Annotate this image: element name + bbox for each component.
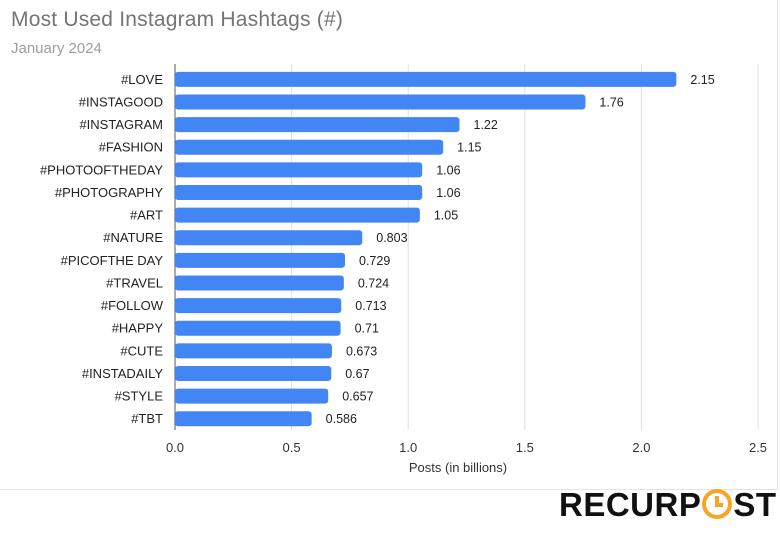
bar bbox=[175, 298, 342, 314]
category-label: #TBT bbox=[131, 411, 163, 426]
value-label: 0.586 bbox=[326, 412, 357, 426]
value-label: 2.15 bbox=[690, 73, 714, 87]
category-label: #ART bbox=[130, 208, 163, 223]
chart-title: Most Used Instagram Hashtags (#) bbox=[11, 8, 344, 31]
x-tick-label: 0.0 bbox=[166, 440, 184, 455]
bar bbox=[175, 411, 312, 427]
value-label: 1.06 bbox=[436, 163, 460, 177]
value-label: 0.729 bbox=[359, 254, 390, 268]
category-label: #PICOFTHE DAY bbox=[61, 253, 164, 268]
recurpost-logo: RECURP ST bbox=[559, 486, 777, 523]
bar bbox=[175, 71, 677, 87]
value-label: 0.673 bbox=[346, 344, 377, 358]
value-label: 0.71 bbox=[355, 322, 379, 336]
category-label: #STYLE bbox=[115, 389, 164, 404]
category-label: #LOVE bbox=[121, 72, 163, 87]
category-label: #INSTAGRAM bbox=[79, 117, 163, 132]
category-label: #INSTAGOOD bbox=[79, 94, 163, 109]
bar bbox=[175, 207, 420, 223]
x-tick-label: 1.5 bbox=[516, 440, 534, 455]
value-label: 1.22 bbox=[474, 118, 498, 132]
bar bbox=[175, 343, 332, 359]
value-label: 1.15 bbox=[457, 141, 481, 155]
value-label: 0.67 bbox=[345, 367, 369, 381]
category-label: #PHOTOGRAPHY bbox=[55, 185, 163, 200]
category-label: #CUTE bbox=[120, 343, 163, 358]
category-label: #FASHION bbox=[99, 140, 163, 155]
chart-subtitle: January 2024 bbox=[11, 40, 102, 57]
bar bbox=[175, 162, 423, 178]
value-label: 0.803 bbox=[376, 231, 407, 245]
x-tick-label: 2.0 bbox=[632, 440, 650, 455]
category-label: #INSTADAILY bbox=[82, 366, 163, 381]
bar bbox=[175, 139, 444, 155]
value-label: 0.657 bbox=[342, 390, 373, 404]
bar bbox=[175, 320, 341, 336]
bar bbox=[175, 117, 460, 133]
x-tick-label: 1.0 bbox=[399, 440, 417, 455]
value-label: 0.724 bbox=[358, 276, 389, 290]
category-label: #FOLLOW bbox=[101, 298, 164, 313]
category-label: #TRAVEL bbox=[106, 275, 163, 290]
value-label: 1.06 bbox=[436, 186, 460, 200]
clock-icon bbox=[702, 489, 733, 519]
category-label: #HAPPY bbox=[112, 321, 164, 336]
category-label: #NATURE bbox=[103, 230, 163, 245]
x-axis-label: Posts (in billions) bbox=[409, 460, 507, 475]
bar bbox=[175, 275, 344, 291]
category-label: #PHOTOOFTHEDAY bbox=[40, 162, 163, 177]
value-label: 1.76 bbox=[599, 95, 623, 109]
bar bbox=[175, 365, 332, 381]
bar bbox=[175, 230, 363, 246]
x-tick-label: 2.5 bbox=[749, 440, 767, 455]
bar bbox=[175, 184, 423, 200]
chart-frame bbox=[0, 0, 778, 490]
value-label: 0.713 bbox=[355, 299, 386, 313]
bar bbox=[175, 252, 346, 268]
value-label: 1.05 bbox=[434, 209, 458, 223]
x-tick-label: 0.5 bbox=[283, 440, 301, 455]
bar bbox=[175, 94, 586, 110]
bar-chart: #LOVE #INSTAGOOD #INSTAGRAM #FASHION #PHOTOO… bbox=[40, 64, 767, 475]
bar bbox=[175, 388, 329, 404]
